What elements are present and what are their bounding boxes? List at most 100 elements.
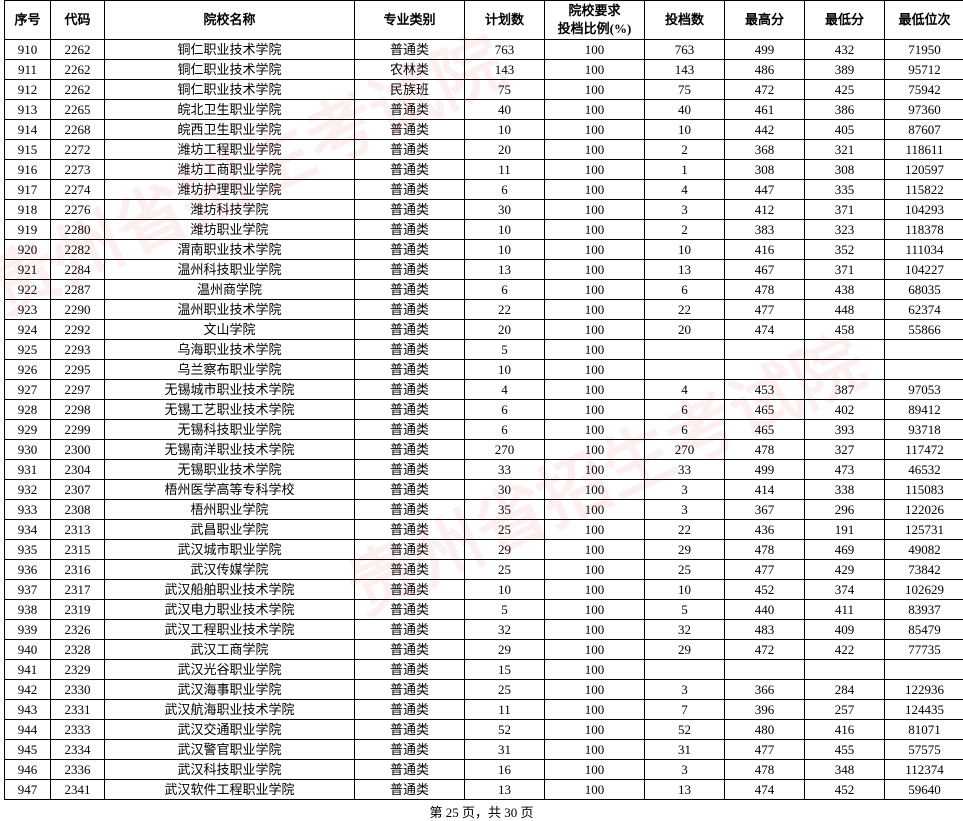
cell: 447: [725, 180, 805, 200]
cell: 111034: [885, 240, 963, 260]
cell: 13: [645, 780, 725, 800]
cell: 5: [465, 340, 545, 360]
cell: 30: [465, 200, 545, 220]
cell: 温州商学院: [105, 280, 355, 300]
cell: 10: [645, 240, 725, 260]
cell: 946: [5, 760, 51, 780]
cell: 普通类: [355, 340, 465, 360]
cell: 118378: [885, 220, 963, 240]
cell: 100: [545, 400, 645, 420]
table-row: 9412329武汉光谷职业学院普通类15100: [5, 660, 963, 680]
cell: 911: [5, 60, 51, 80]
cell: 308: [805, 160, 885, 180]
cell: 29: [645, 540, 725, 560]
cell: 100: [545, 300, 645, 320]
cell: 30: [465, 480, 545, 500]
cell: [645, 340, 725, 360]
cell: [645, 660, 725, 680]
cell: 112374: [885, 760, 963, 780]
cell: 3: [645, 760, 725, 780]
cell: 477: [725, 740, 805, 760]
cell: 405: [805, 120, 885, 140]
cell: 2317: [51, 580, 105, 600]
cell: 11: [465, 160, 545, 180]
cell: 914: [5, 120, 51, 140]
cell: 115083: [885, 480, 963, 500]
cell: 928: [5, 400, 51, 420]
cell: 铜仁职业技术学院: [105, 40, 355, 60]
table-row: 9232290温州职业技术学院普通类221002247744862374: [5, 300, 963, 320]
cell: 387: [805, 380, 885, 400]
cell: 383: [725, 220, 805, 240]
cell: 416: [805, 720, 885, 740]
cell: 5: [465, 600, 545, 620]
cell: 469: [805, 540, 885, 560]
cell: 无锡职业技术学院: [105, 460, 355, 480]
cell: 6: [645, 400, 725, 420]
cell: 11: [465, 700, 545, 720]
cell: 武汉警官职业学院: [105, 740, 355, 760]
cell: 2268: [51, 120, 105, 140]
cell: 普通类: [355, 640, 465, 660]
cell: 22: [645, 300, 725, 320]
cell: 22: [465, 300, 545, 320]
cell: 480: [725, 720, 805, 740]
cell: 无锡城市职业技术学院: [105, 380, 355, 400]
cell: 7: [645, 700, 725, 720]
cell: 梧州职业学院: [105, 500, 355, 520]
cell: 57575: [885, 740, 963, 760]
cell: 武汉传媒学院: [105, 560, 355, 580]
cell: 472: [725, 80, 805, 100]
cell: 100: [545, 340, 645, 360]
cell: 潍坊科技学院: [105, 200, 355, 220]
cell: 483: [725, 620, 805, 640]
col-header-7: 最高分: [725, 1, 805, 40]
table-row: 9452334武汉警官职业学院普通类311003147745557575: [5, 740, 963, 760]
cell: 75: [465, 80, 545, 100]
cell: 321: [805, 140, 885, 160]
cell: 普通类: [355, 620, 465, 640]
cell: 916: [5, 160, 51, 180]
cell: 6: [645, 280, 725, 300]
cell: 97360: [885, 100, 963, 120]
cell: 499: [725, 40, 805, 60]
cell: 396: [725, 700, 805, 720]
cell: 武汉电力职业技术学院: [105, 600, 355, 620]
col-header-4: 计划数: [465, 1, 545, 40]
cell: 100: [545, 160, 645, 180]
cell: 文山学院: [105, 320, 355, 340]
cell: 普通类: [355, 660, 465, 680]
cell: 25: [465, 680, 545, 700]
cell: [805, 660, 885, 680]
cell: 武汉交通职业学院: [105, 720, 355, 740]
cell: 921: [5, 260, 51, 280]
table-row: 9202282渭南职业技术学院普通类1010010416352111034: [5, 240, 963, 260]
cell: 442: [725, 120, 805, 140]
cell: 2331: [51, 700, 105, 720]
cell: 100: [545, 520, 645, 540]
cell: 100: [545, 60, 645, 80]
cell: 100: [545, 700, 645, 720]
cell: 934: [5, 520, 51, 540]
cell: 2: [645, 140, 725, 160]
cell: 942: [5, 680, 51, 700]
cell: 100: [545, 280, 645, 300]
cell: 100: [545, 140, 645, 160]
cell: 29: [465, 540, 545, 560]
cell: 1: [645, 160, 725, 180]
cell: 93718: [885, 420, 963, 440]
cell: 100: [545, 740, 645, 760]
cell: 120597: [885, 160, 963, 180]
cell: 10: [645, 120, 725, 140]
cell: 33: [645, 460, 725, 480]
cell: 普通类: [355, 140, 465, 160]
cell: 104293: [885, 200, 963, 220]
cell: 普通类: [355, 280, 465, 300]
cell: [885, 340, 963, 360]
cell: 308: [725, 160, 805, 180]
cell: 920: [5, 240, 51, 260]
cell: 448: [805, 300, 885, 320]
table-row: 9132265皖北卫生职业学院普通类401004046138697360: [5, 100, 963, 120]
cell: 763: [645, 40, 725, 60]
cell: 374: [805, 580, 885, 600]
